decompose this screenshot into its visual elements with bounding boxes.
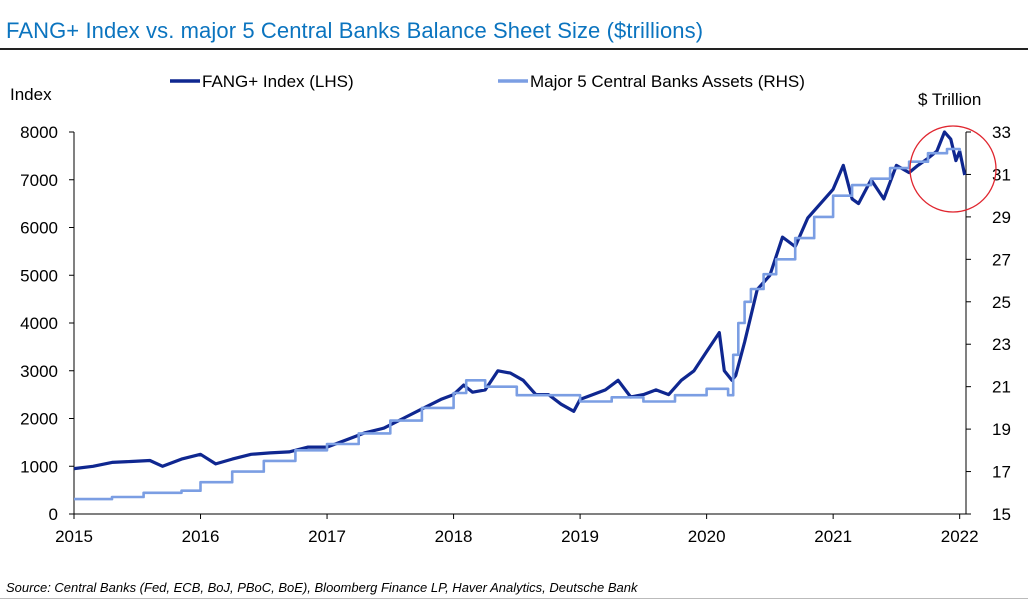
right-axis-label: $ Trillion	[918, 90, 981, 109]
left-tick-label: 5000	[20, 266, 58, 285]
chart-title: FANG+ Index vs. major 5 Central Banks Ba…	[6, 18, 704, 43]
x-tick-label: 2015	[55, 527, 93, 546]
left-tick-label: 6000	[20, 219, 58, 238]
x-tick-label: 2022	[941, 527, 979, 546]
central-banks-assets-line	[74, 147, 961, 501]
left-tick-label: 1000	[20, 457, 58, 476]
bottom-divider	[0, 598, 1028, 599]
right-tick-label: 15	[992, 505, 1011, 524]
right-tick-label: 27	[992, 250, 1011, 269]
fang-index-line	[73, 130, 967, 471]
right-tick-label: 33	[992, 123, 1011, 142]
right-tick-label: 21	[992, 378, 1011, 397]
right-tick-label: 19	[992, 420, 1011, 439]
left-axis-label: Index	[10, 85, 52, 104]
title-divider	[0, 48, 1028, 50]
source-note: Source: Central Banks (Fed, ECB, BoJ, PB…	[6, 580, 638, 595]
right-tick-label: 23	[992, 335, 1011, 354]
x-tick-label: 2018	[435, 527, 473, 546]
x-tick-label: 2016	[182, 527, 220, 546]
right-tick-label: 31	[992, 165, 1011, 184]
right-tick-label: 17	[992, 463, 1011, 482]
left-tick-label: 4000	[20, 314, 58, 333]
left-tick-label: 8000	[20, 123, 58, 142]
right-tick-label: 25	[992, 293, 1011, 312]
x-tick-label: 2017	[308, 527, 346, 546]
x-tick-label: 2020	[688, 527, 726, 546]
right-tick-label: 29	[992, 208, 1011, 227]
x-tick-label: 2021	[814, 527, 852, 546]
left-tick-label: 7000	[20, 171, 58, 190]
legend-fang-label: FANG+ Index (LHS)	[202, 72, 354, 91]
left-tick-label: 2000	[20, 410, 58, 429]
x-tick-label: 2019	[561, 527, 599, 546]
highlight-circle	[909, 125, 997, 213]
left-tick-label: 0	[49, 505, 58, 524]
legend-banks-label: Major 5 Central Banks Assets (RHS)	[530, 72, 805, 91]
left-tick-label: 3000	[20, 362, 58, 381]
